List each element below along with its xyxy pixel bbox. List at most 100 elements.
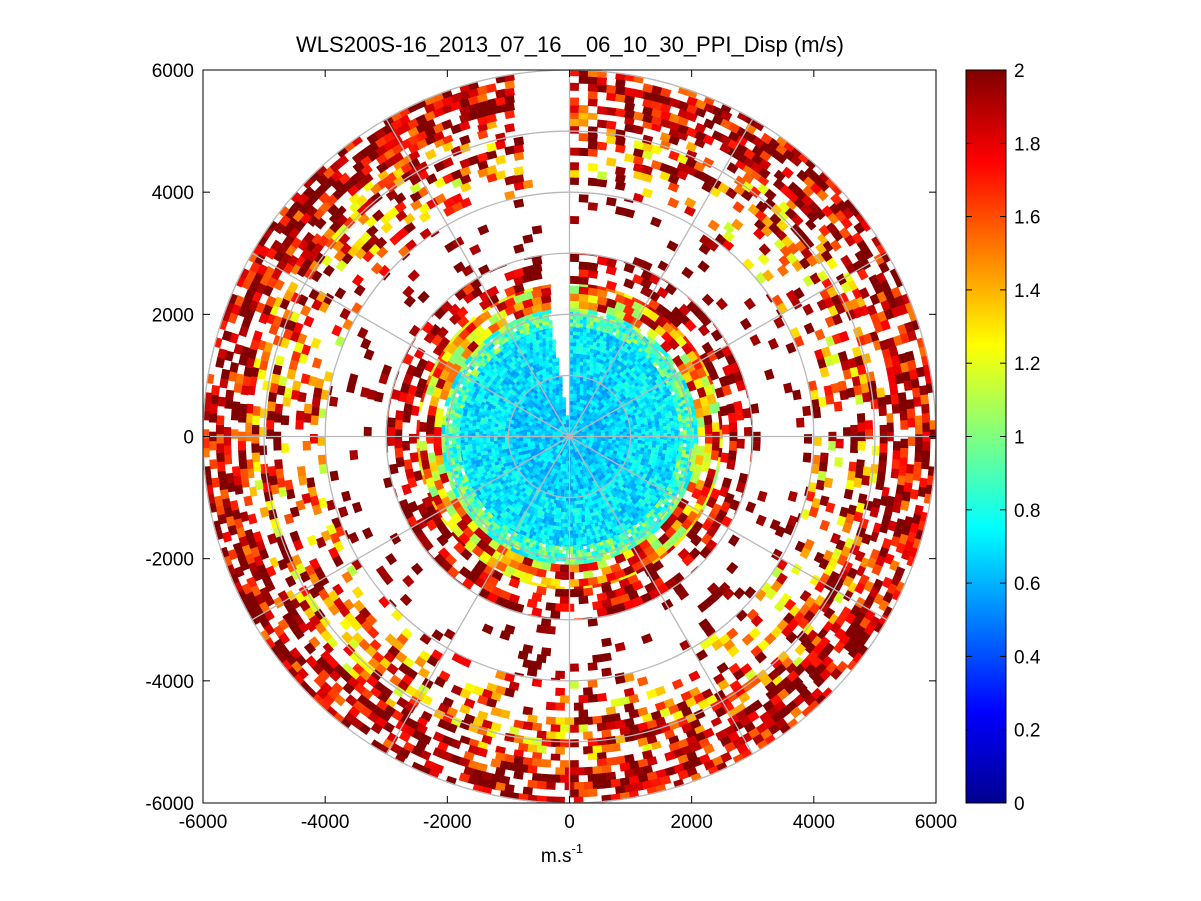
data-cell (467, 430, 472, 434)
data-cell (579, 346, 584, 351)
data-cell (471, 315, 485, 328)
data-cell (812, 454, 822, 465)
data-cell (660, 340, 673, 353)
data-cell (694, 350, 702, 361)
data-cell (578, 432, 584, 437)
data-cell (672, 354, 685, 368)
data-cell (464, 321, 477, 334)
data-cell (558, 390, 563, 395)
data-cell (714, 466, 720, 476)
data-cell (487, 539, 501, 552)
data-cell (401, 252, 411, 261)
data-cell (666, 440, 672, 445)
data-cell (472, 449, 477, 454)
data-cell (574, 500, 579, 506)
data-cell (531, 225, 543, 235)
data-cell (637, 429, 643, 434)
data-cell (553, 525, 558, 531)
data-cell (452, 446, 457, 451)
data-cell (552, 452, 559, 458)
data-cell (551, 416, 558, 423)
data-cell (587, 286, 599, 297)
data-cell (486, 575, 499, 588)
data-cell (565, 418, 570, 424)
data-cell (715, 401, 721, 412)
data-cell (677, 312, 691, 326)
data-cell (642, 531, 653, 541)
data-cell (460, 436, 465, 440)
data-cell (604, 438, 610, 443)
data-cell (451, 426, 457, 430)
data-cell (544, 429, 550, 434)
data-cell (557, 515, 562, 520)
data-cell (577, 518, 582, 524)
data-cell (440, 300, 453, 313)
data-cell (489, 301, 500, 309)
data-cell (574, 467, 579, 473)
data-cell (315, 536, 327, 549)
data-cell (582, 369, 588, 374)
data-cell (523, 287, 534, 294)
data-cell (463, 431, 469, 435)
data-cell (578, 261, 589, 271)
data-cell (465, 417, 470, 422)
data-cell (710, 383, 717, 394)
data-cell (677, 451, 683, 456)
data-cell (683, 433, 688, 437)
data-cell (648, 428, 654, 433)
data-cell (490, 691, 502, 702)
data-cell (458, 407, 464, 412)
data-cell (484, 454, 490, 459)
data-cell (631, 561, 644, 573)
data-cell (551, 421, 558, 427)
data-cell (584, 552, 589, 557)
data-cell (776, 558, 788, 571)
data-cell (562, 397, 567, 402)
data-cell (684, 413, 690, 418)
data-cell (670, 431, 676, 435)
data-cell (468, 479, 472, 484)
data-cell (551, 350, 557, 356)
data-cell (454, 408, 460, 414)
data-cell (636, 446, 642, 451)
data-cell (550, 513, 555, 519)
data-cell (443, 461, 450, 472)
data-cell (553, 533, 558, 538)
data-cell (458, 461, 464, 466)
data-cell (623, 432, 628, 436)
data-cell (668, 390, 672, 395)
data-cell (555, 436, 561, 441)
data-cell (575, 436, 580, 440)
data-cell (565, 453, 570, 458)
data-cell (586, 316, 591, 321)
data-cell (569, 564, 580, 573)
data-cell (423, 331, 436, 344)
data-cell (666, 240, 679, 252)
data-cell (607, 442, 613, 447)
data-cell (615, 336, 620, 340)
data-cell (500, 442, 506, 447)
data-cell (682, 446, 687, 451)
data-cell (408, 433, 417, 444)
data-cell (615, 440, 620, 445)
data-cell (474, 559, 488, 572)
data-cell (463, 438, 469, 442)
data-cell (578, 194, 589, 203)
data-cell (311, 396, 321, 407)
data-cell (569, 322, 574, 327)
data-cell (505, 448, 511, 453)
data-cell (631, 300, 644, 312)
data-cell (561, 404, 567, 410)
data-cell (592, 329, 598, 335)
data-cell (419, 465, 425, 476)
data-cell (449, 457, 455, 462)
data-cell (599, 545, 604, 551)
data-cell (560, 553, 565, 558)
data-cell (544, 454, 550, 460)
data-cell (656, 438, 661, 442)
data-cell (389, 463, 399, 475)
data-cell (718, 633, 732, 646)
data-cell (722, 230, 735, 243)
data-cell (455, 420, 461, 425)
